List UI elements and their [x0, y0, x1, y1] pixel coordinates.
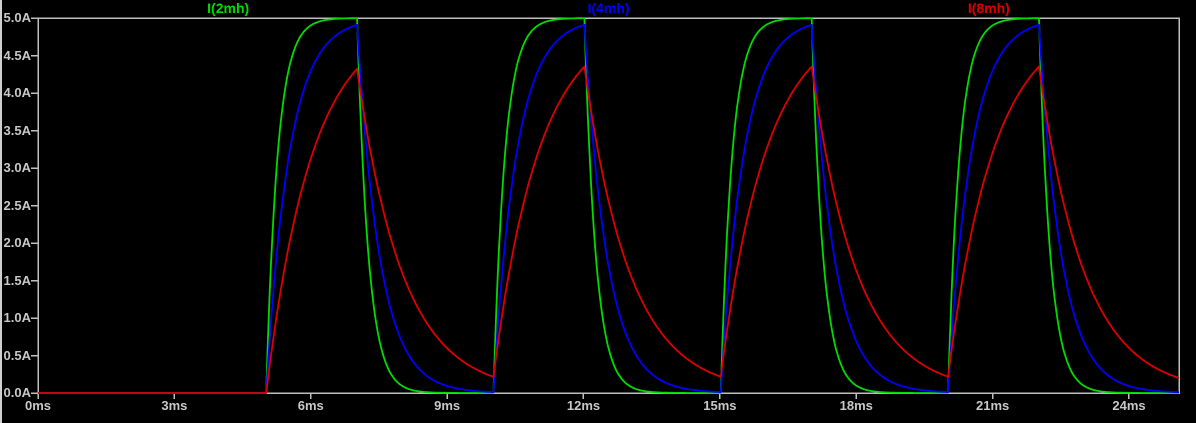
x-tick-label: 9ms	[434, 398, 461, 413]
x-tick-label: 0ms	[24, 398, 52, 413]
x-tick-label: 3ms	[161, 398, 188, 413]
plot-border	[37, 17, 1180, 394]
x-tick-label: 6ms	[297, 398, 324, 413]
trace-i4mh[interactable]	[38, 23, 1179, 394]
legend-i4mh[interactable]: I(4mh)	[587, 0, 630, 16]
x-tick-label: 18ms	[839, 398, 873, 413]
y-tick-label: 4.0A	[3, 85, 31, 100]
x-tick-label: 24ms	[1112, 398, 1146, 413]
x-tick-label: 15ms	[703, 398, 737, 413]
y-tick-label: 0.0A	[3, 385, 31, 400]
legend-i8mh[interactable]: I(8mh)	[967, 0, 1010, 16]
y-tick-label: 5.0A	[3, 10, 31, 25]
y-tick-label: 4.5A	[3, 47, 31, 63]
x-tick-label: 21ms	[975, 398, 1010, 413]
trace-i2mh[interactable]	[38, 17, 1179, 394]
trace-i8mh[interactable]	[38, 65, 1180, 394]
y-tick-label: 0.5A	[3, 347, 31, 363]
y-tick-label: 3.5A	[3, 122, 31, 138]
y-tick-label: 2.5A	[3, 197, 31, 213]
y-tick-label: 3.0A	[3, 160, 31, 175]
y-tick-label: 2.0A	[3, 235, 31, 250]
y-tick-label: 1.0A	[3, 310, 31, 325]
x-tick-label: 12ms	[566, 398, 601, 413]
y-tick-label: 1.5A	[3, 272, 31, 288]
window-left-border	[0, 0, 2, 423]
legend-i2mh[interactable]: I(2mh)	[207, 0, 250, 16]
